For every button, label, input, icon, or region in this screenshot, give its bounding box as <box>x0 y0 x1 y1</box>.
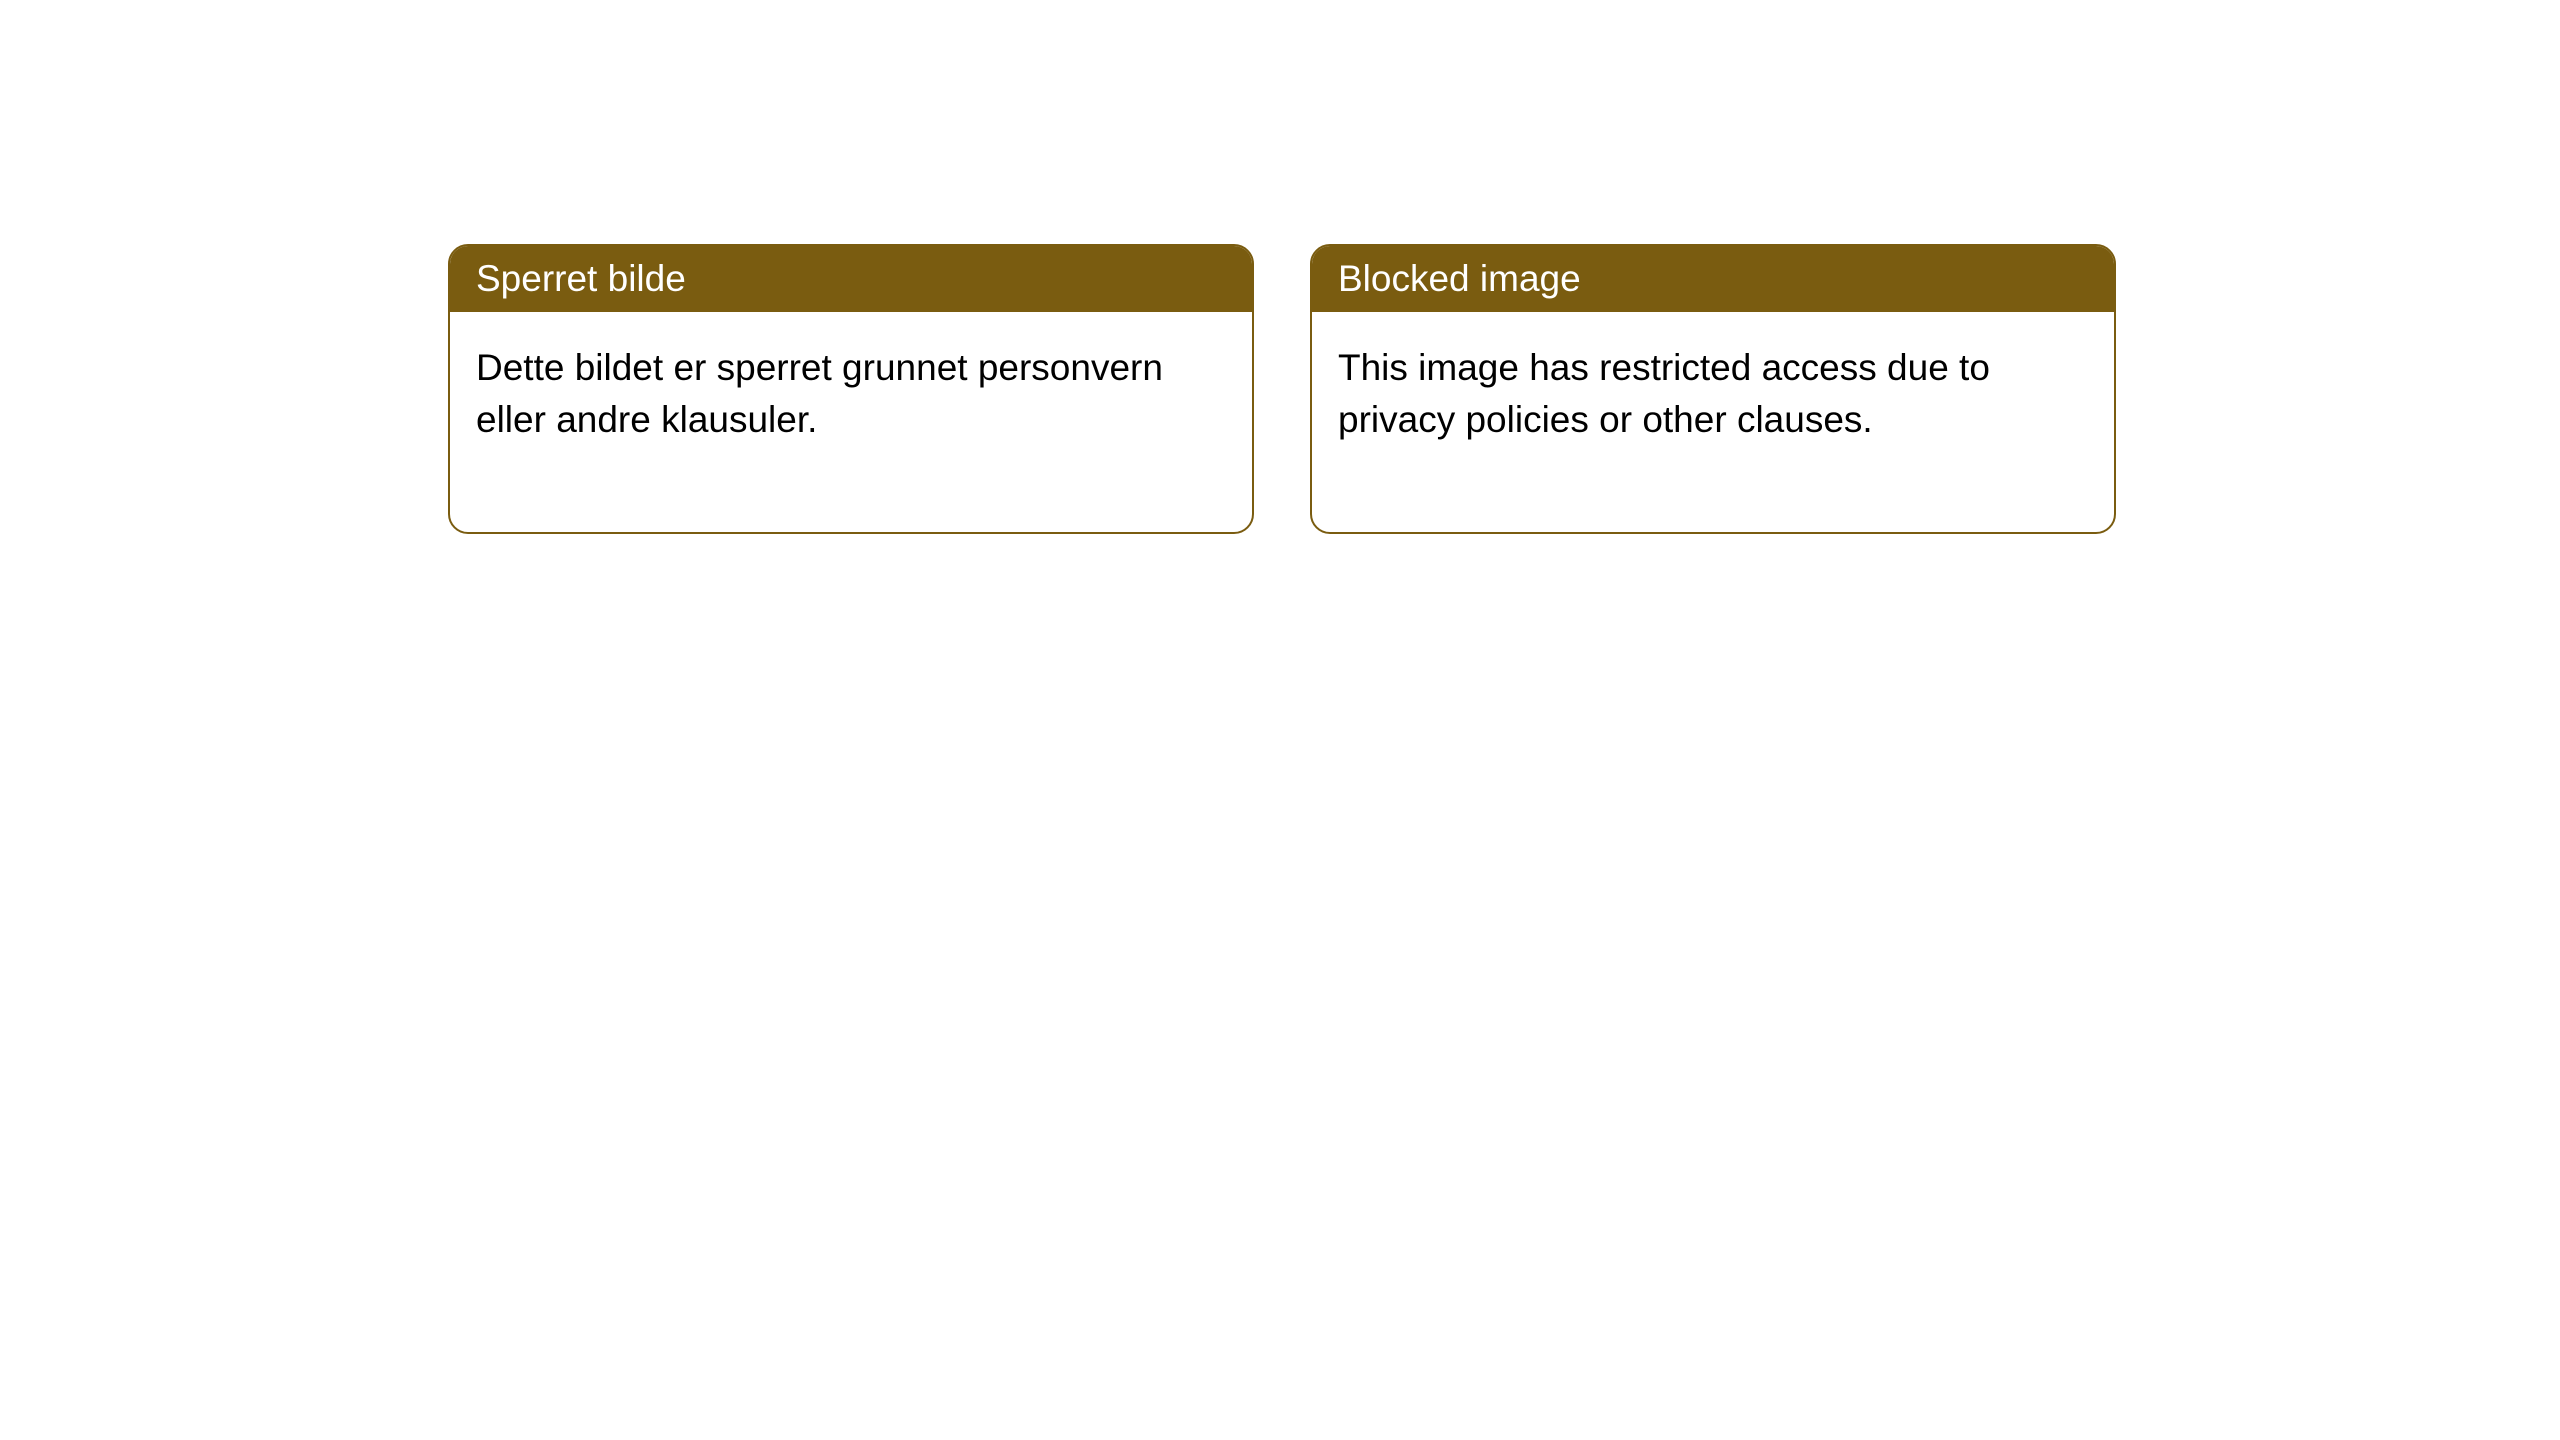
notice-message: Dette bildet er sperret grunnet personve… <box>476 347 1163 440</box>
notice-body: This image has restricted access due to … <box>1312 312 2114 532</box>
notice-container: Sperret bilde Dette bildet er sperret gr… <box>0 0 2560 534</box>
notice-card-norwegian: Sperret bilde Dette bildet er sperret gr… <box>448 244 1254 534</box>
notice-message: This image has restricted access due to … <box>1338 347 1990 440</box>
notice-header: Sperret bilde <box>450 246 1252 312</box>
notice-title: Blocked image <box>1338 258 1581 299</box>
notice-header: Blocked image <box>1312 246 2114 312</box>
notice-body: Dette bildet er sperret grunnet personve… <box>450 312 1252 532</box>
notice-title: Sperret bilde <box>476 258 686 299</box>
notice-card-english: Blocked image This image has restricted … <box>1310 244 2116 534</box>
